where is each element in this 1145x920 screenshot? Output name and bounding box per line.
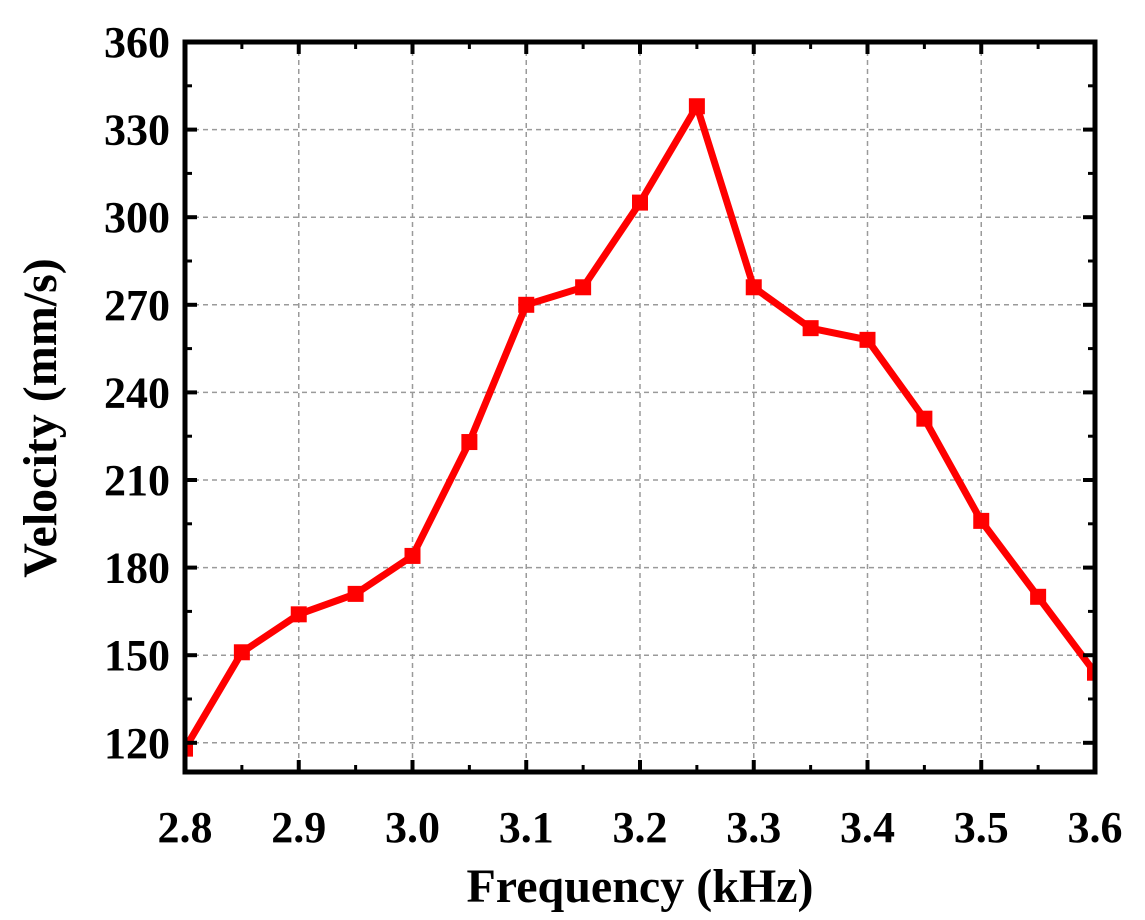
data-point bbox=[745, 279, 762, 296]
y-tick-label: 180 bbox=[104, 544, 170, 593]
y-axis-title: Velocity (mm/s) bbox=[14, 258, 67, 577]
data-point bbox=[347, 585, 364, 602]
y-tick-label: 240 bbox=[104, 368, 170, 417]
series-group bbox=[185, 98, 1095, 757]
data-point bbox=[185, 740, 193, 757]
data-point bbox=[1030, 588, 1047, 605]
data-point bbox=[916, 410, 933, 427]
data-point bbox=[404, 547, 421, 564]
x-tick-label: 3.2 bbox=[613, 803, 668, 852]
y-tick-label: 360 bbox=[104, 18, 170, 67]
data-point bbox=[461, 434, 478, 451]
y-tick-label: 300 bbox=[104, 193, 170, 242]
y-tick-label: 150 bbox=[104, 631, 170, 680]
x-tick-label: 2.8 bbox=[158, 803, 213, 852]
data-point bbox=[632, 194, 648, 211]
tick-marks bbox=[183, 40, 1097, 772]
x-tick-label: 3.1 bbox=[499, 803, 554, 852]
data-point bbox=[233, 644, 250, 661]
data-point bbox=[290, 606, 307, 623]
grid-lines bbox=[185, 42, 1095, 772]
series-velocity bbox=[185, 98, 1095, 757]
data-point bbox=[518, 296, 535, 313]
data-point bbox=[1087, 664, 1095, 681]
data-point bbox=[973, 512, 990, 529]
y-tick-label: 210 bbox=[104, 456, 170, 505]
x-tick-label: 3.4 bbox=[840, 803, 895, 852]
x-tick-label: 2.9 bbox=[271, 803, 326, 852]
data-point bbox=[802, 320, 819, 337]
y-tick-label: 330 bbox=[104, 106, 170, 155]
x-tick-label: 3.6 bbox=[1068, 803, 1123, 852]
data-point bbox=[688, 98, 705, 115]
y-tick-labels: 120 150 180 210 240 270 300 330 360 bbox=[104, 18, 170, 768]
y-tick-label: 120 bbox=[104, 719, 170, 768]
x-tick-label: 3.3 bbox=[726, 803, 781, 852]
data-point bbox=[859, 331, 876, 348]
y-tick-label: 270 bbox=[104, 281, 170, 330]
x-tick-label: 3.0 bbox=[385, 803, 440, 852]
x-tick-label: 3.5 bbox=[954, 803, 1009, 852]
x-tick-labels: 2.8 2.9 3.0 3.1 3.2 3.3 3.4 3.5 3.6 bbox=[158, 803, 1123, 852]
data-point bbox=[575, 279, 592, 296]
x-axis-title: Frequency (kHz) bbox=[466, 860, 813, 913]
